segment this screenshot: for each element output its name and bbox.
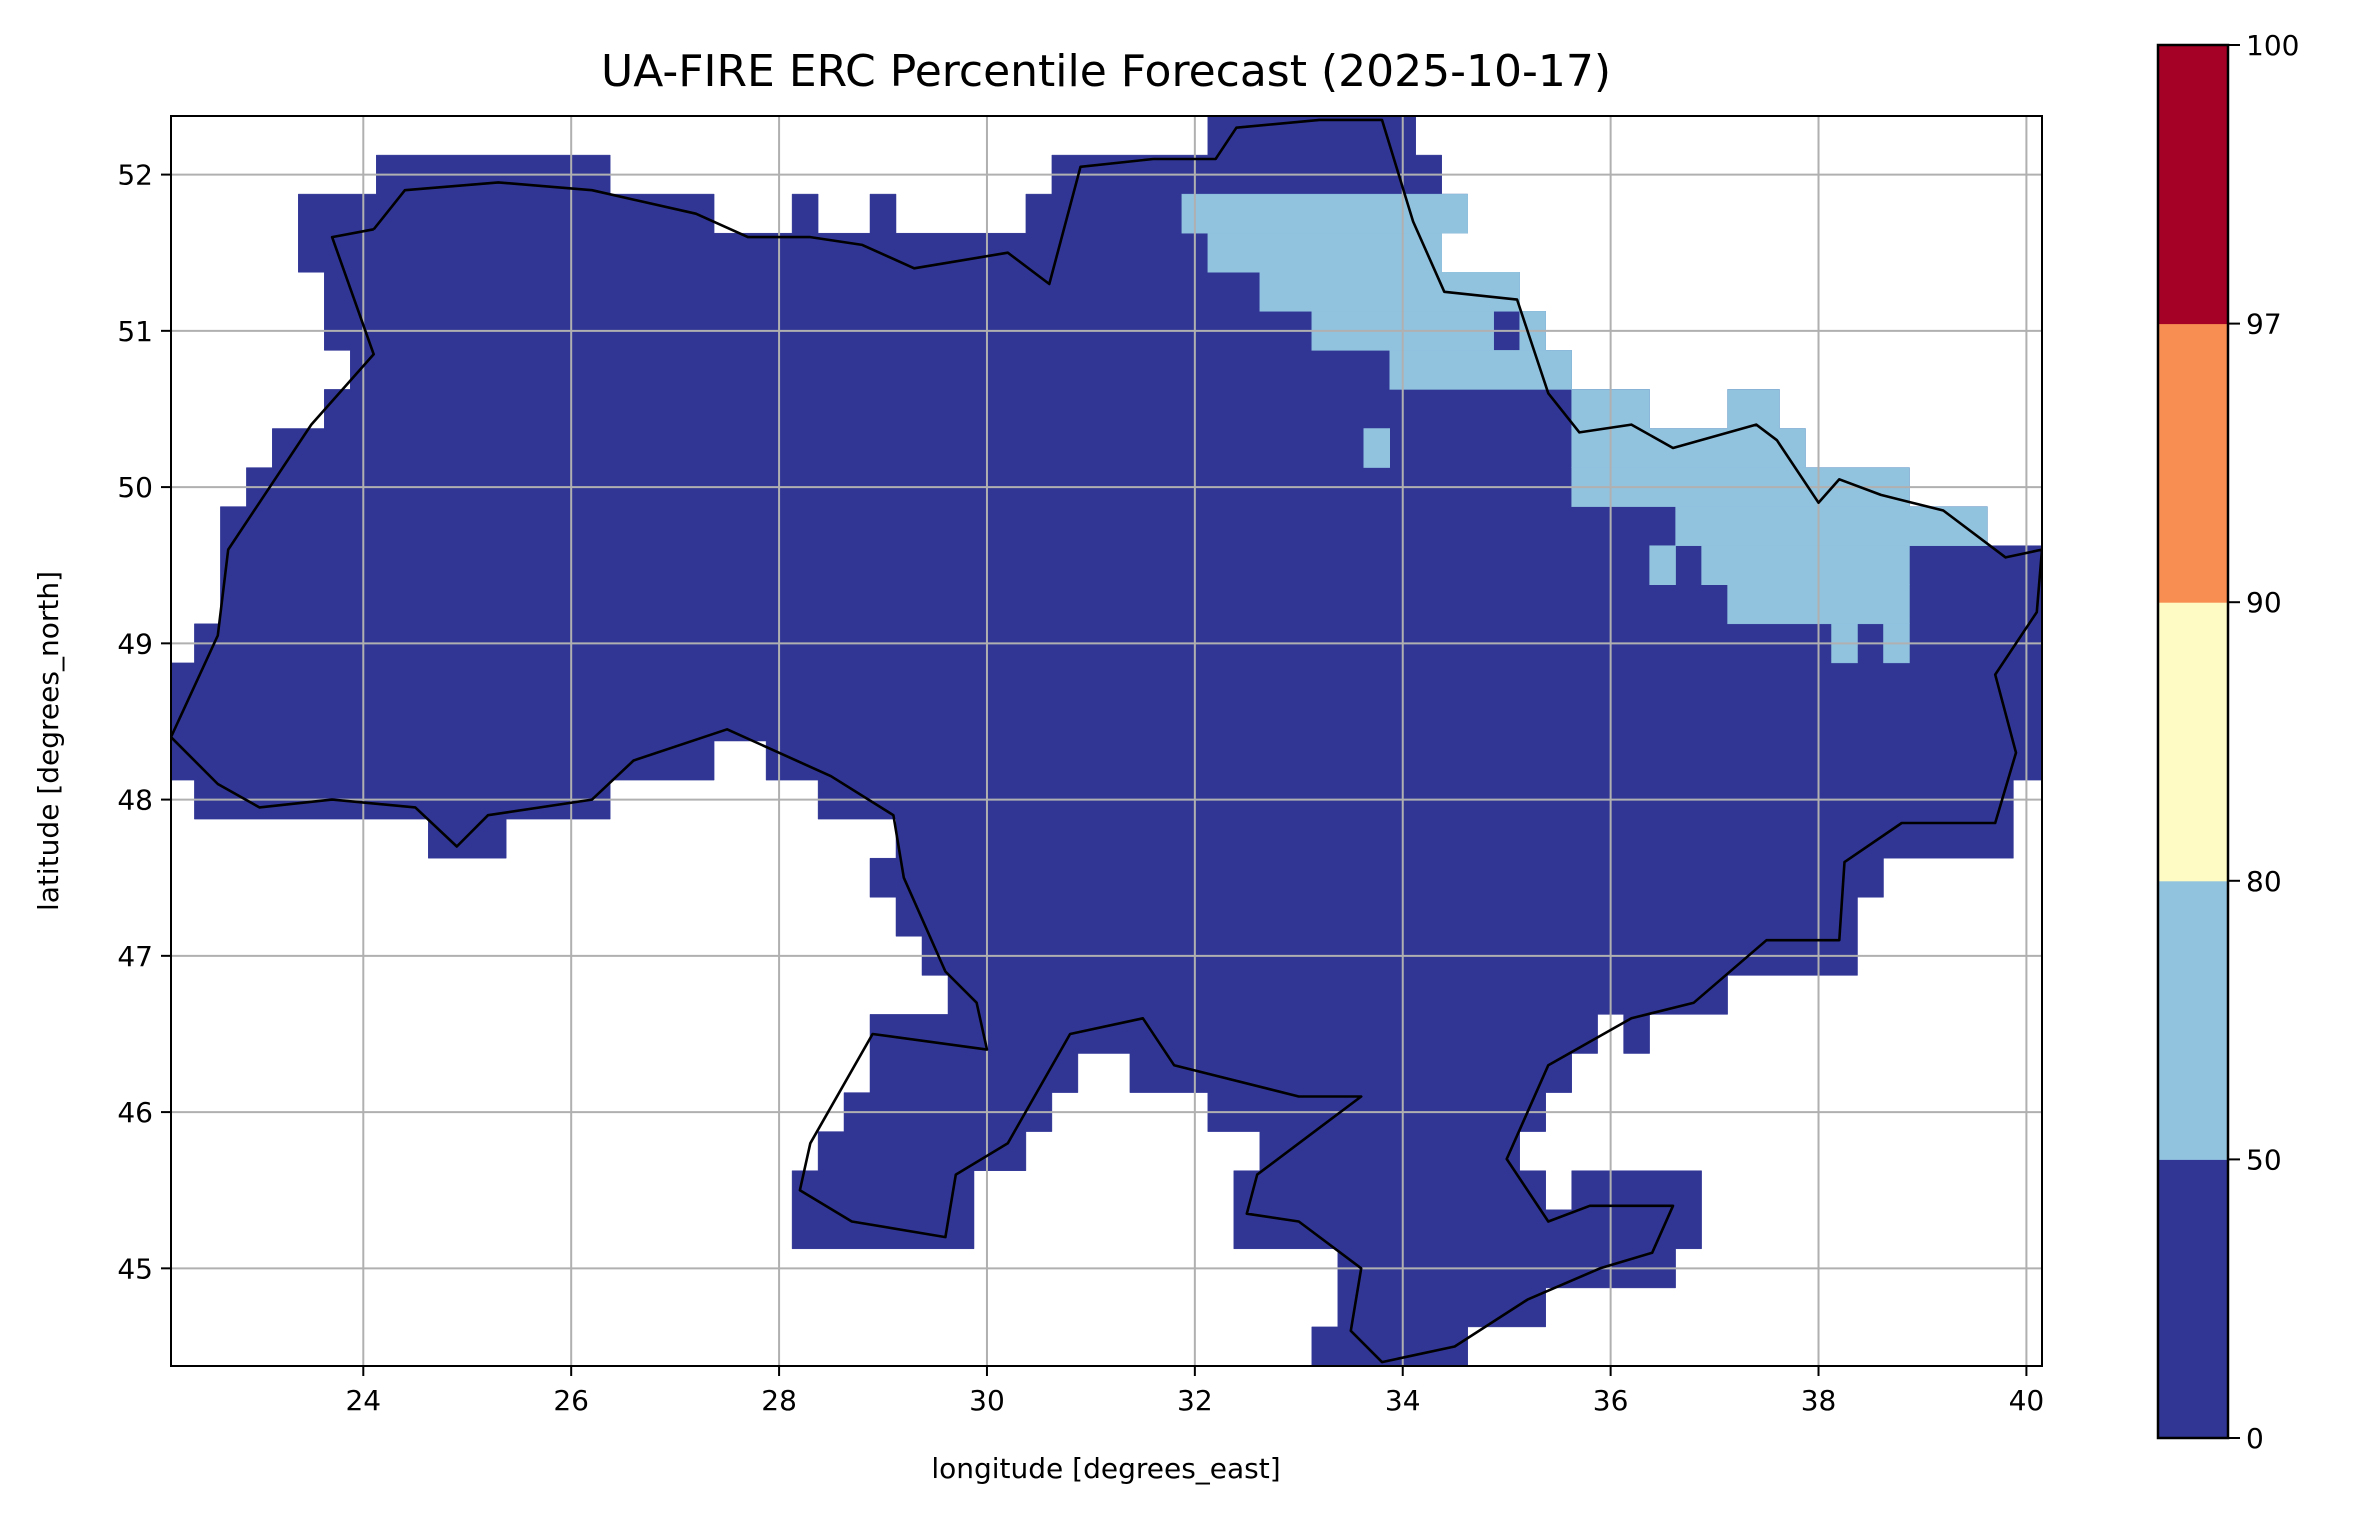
country-border (171, 118, 2042, 1364)
x-axis: 24 26 28 30 32 34 36 38 40 (345, 1366, 2044, 1417)
x-tick-label: 38 (1801, 1384, 1837, 1417)
y-tick-label: 47 (117, 940, 153, 973)
y-axis: 45 46 47 48 49 50 51 52 (117, 159, 171, 1285)
cell-50-80-percentile (1649, 545, 1676, 585)
x-tick-label: 26 (553, 1384, 589, 1417)
y-tick-label: 49 (117, 627, 153, 660)
y-tick-label: 46 (117, 1096, 153, 1129)
x-tick-label: 28 (761, 1384, 797, 1417)
colorbar-tick-label: 100 (2246, 29, 2299, 62)
cell-50-80-percentile (1181, 193, 1468, 234)
y-axis-label: latitude [degrees_north] (32, 571, 65, 911)
colorbar-tick-label: 50 (2246, 1143, 2282, 1176)
cell-50-80-percentile (1675, 506, 1988, 546)
plot-frame (170, 115, 2043, 1367)
colorbar-bin (2158, 323, 2228, 603)
colorbar-tick-label: 80 (2246, 865, 2282, 898)
cell-50-80-percentile (1701, 545, 1910, 585)
y-tick-label: 48 (117, 784, 153, 817)
borders (171, 118, 2042, 1364)
gridlines (171, 116, 2042, 1366)
colorbar-bin (2158, 602, 2228, 882)
map-layer (171, 116, 2042, 1366)
cell-50-80-percentile (1207, 232, 1442, 273)
colorbar-tick-label: 90 (2246, 586, 2282, 619)
cell-50-80-percentile (1727, 389, 1780, 429)
cell-50-80-percentile (1363, 428, 1390, 468)
cell-50-80-percentile (1259, 272, 1520, 312)
colorbar-tick-label: 0 (2246, 1422, 2264, 1455)
colorbar-bin (2158, 45, 2228, 325)
x-tick-label: 36 (1593, 1384, 1629, 1417)
y-tick-label: 45 (117, 1252, 153, 1285)
colorbar-bin (2158, 1159, 2228, 1439)
colorbar: 0 50 80 90 97 100 (2156, 29, 2299, 1455)
x-tick-label: 40 (2009, 1384, 2045, 1417)
y-tick-label: 52 (117, 159, 153, 192)
x-tick-label: 24 (345, 1384, 381, 1417)
x-tick-label: 30 (969, 1384, 1005, 1417)
colorbar-frame (2156, 43, 2230, 1440)
x-tick-label: 32 (1177, 1384, 1213, 1417)
colorbar-bin (2158, 880, 2228, 1160)
y-tick-label: 50 (117, 471, 153, 504)
x-tick-label: 34 (1385, 1384, 1421, 1417)
chart-title: UA-FIRE ERC Percentile Forecast (2025-10… (601, 46, 1611, 97)
x-axis-label: longitude [degrees_east] (931, 1452, 1280, 1485)
y-tick-label: 51 (117, 315, 153, 348)
colorbar-tick-label: 97 (2246, 308, 2282, 341)
region-0-50-percentile (171, 116, 2042, 1366)
